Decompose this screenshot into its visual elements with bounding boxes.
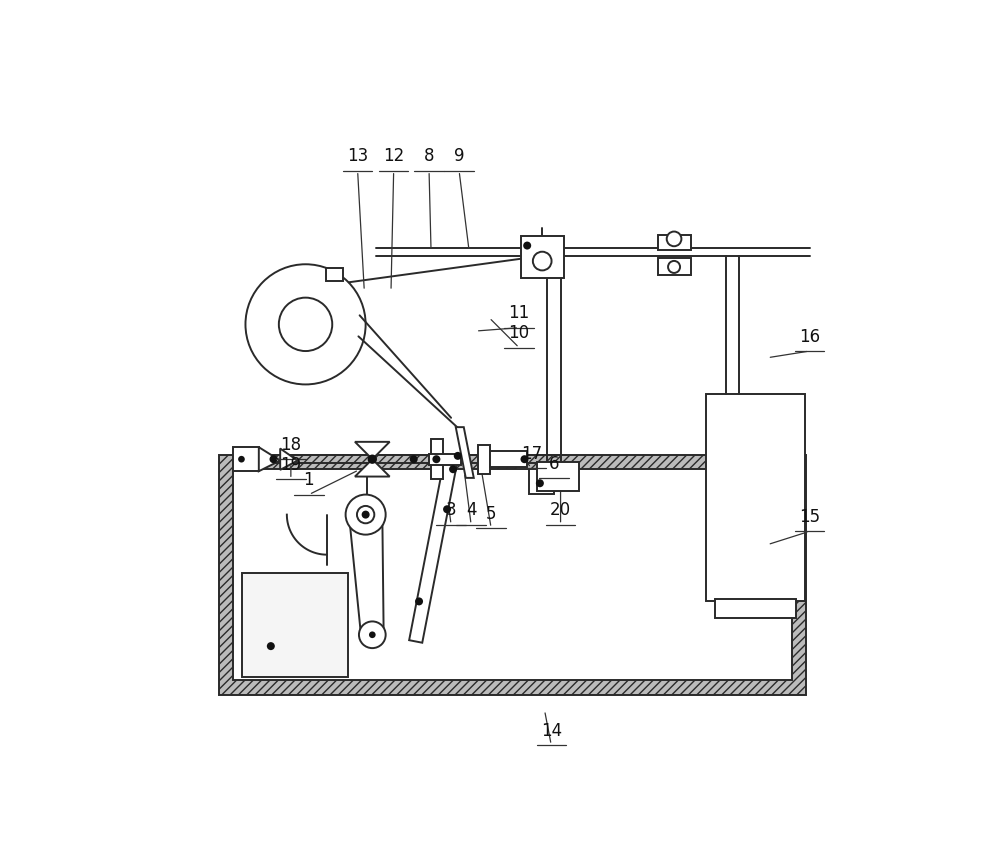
Circle shape — [449, 466, 457, 473]
Text: 15: 15 — [799, 508, 820, 526]
Circle shape — [668, 261, 680, 273]
Circle shape — [346, 494, 386, 535]
Circle shape — [245, 264, 366, 384]
Text: 10: 10 — [509, 324, 530, 342]
Text: 8: 8 — [424, 147, 434, 166]
Circle shape — [415, 597, 423, 605]
Text: 4: 4 — [466, 501, 476, 519]
Circle shape — [454, 452, 462, 460]
Text: 6: 6 — [549, 454, 559, 473]
Text: 12: 12 — [383, 147, 404, 166]
Polygon shape — [280, 448, 298, 470]
Polygon shape — [259, 447, 280, 472]
Text: 13: 13 — [347, 147, 368, 166]
Bar — [658, 258, 691, 275]
Circle shape — [369, 631, 376, 638]
Text: 5: 5 — [486, 505, 496, 523]
Text: 19: 19 — [280, 456, 301, 474]
Text: 3: 3 — [446, 501, 456, 519]
Circle shape — [432, 455, 440, 463]
Text: 1: 1 — [304, 472, 314, 489]
Polygon shape — [355, 460, 390, 477]
Bar — [242, 573, 348, 677]
Circle shape — [357, 506, 374, 524]
Bar — [521, 236, 564, 277]
Circle shape — [368, 454, 377, 464]
Text: 11: 11 — [509, 304, 530, 323]
Text: 17: 17 — [521, 445, 542, 462]
Text: 18: 18 — [280, 436, 301, 453]
Circle shape — [443, 505, 451, 513]
Circle shape — [521, 455, 529, 463]
Circle shape — [533, 251, 552, 271]
Circle shape — [279, 297, 332, 351]
Text: 9: 9 — [454, 147, 464, 166]
Bar — [219, 454, 806, 694]
Circle shape — [536, 479, 544, 487]
Text: 20: 20 — [550, 501, 571, 519]
Text: 16: 16 — [799, 328, 820, 346]
Bar — [706, 394, 805, 602]
Bar — [431, 440, 443, 479]
Circle shape — [359, 622, 386, 649]
Polygon shape — [409, 458, 458, 642]
Circle shape — [410, 455, 418, 463]
Bar — [478, 445, 490, 474]
Polygon shape — [456, 427, 474, 478]
Circle shape — [269, 455, 278, 463]
Circle shape — [523, 242, 531, 250]
Circle shape — [667, 231, 681, 246]
Polygon shape — [355, 442, 390, 460]
Circle shape — [362, 511, 370, 518]
Bar — [233, 447, 259, 472]
Bar — [326, 268, 343, 281]
Bar — [233, 469, 792, 681]
Circle shape — [267, 642, 275, 650]
Bar — [715, 599, 796, 618]
Bar — [490, 451, 527, 467]
Circle shape — [238, 456, 245, 462]
Bar — [658, 235, 691, 250]
Bar — [429, 453, 461, 465]
Bar — [529, 468, 554, 494]
Text: 14: 14 — [541, 721, 562, 740]
Bar — [537, 462, 579, 492]
